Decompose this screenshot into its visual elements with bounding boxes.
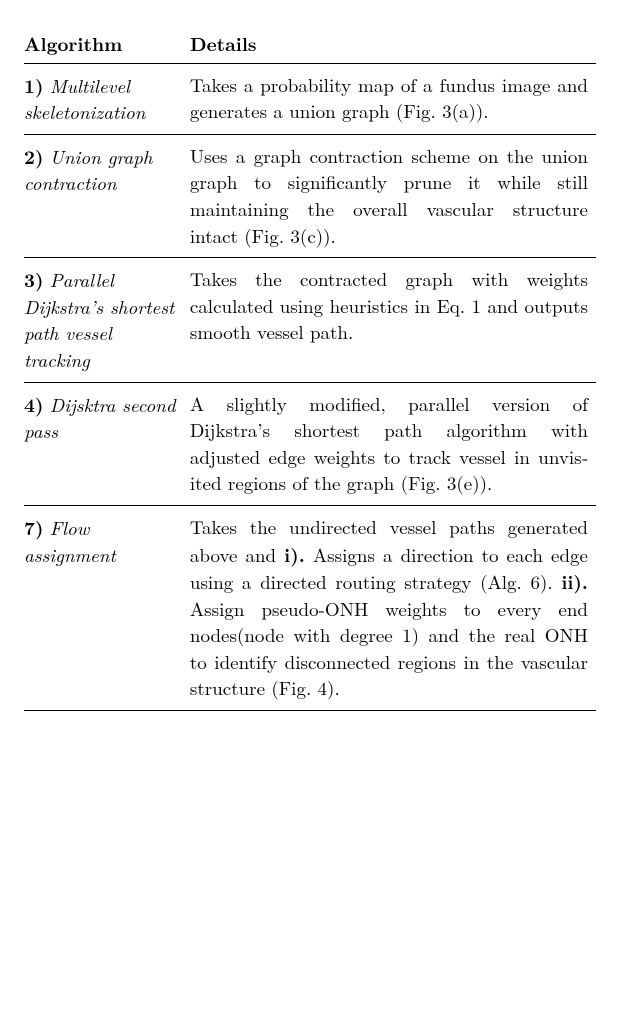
- table-row: 1) Multilevel skeletoniza­tion Takes a p…: [24, 63, 596, 134]
- algorithm-name: Parallel Dijkstra’s shortest path vessel…: [24, 266, 174, 373]
- algorithm-name: Dijsktra second pass: [24, 391, 176, 445]
- header-algorithm: Algorithm: [24, 24, 190, 63]
- algorithm-cell: 4) Dijsktra second pass: [24, 382, 190, 505]
- header-details: Details: [190, 24, 596, 63]
- algorithm-name: Multilevel skeletoniza­tion: [24, 72, 145, 126]
- algorithm-number: 3: [24, 265, 35, 293]
- algorithm-cell: 2) Union graph contraction: [24, 134, 190, 257]
- algorithm-number: 1: [24, 71, 35, 99]
- algorithm-name: Union graph contraction: [24, 143, 153, 197]
- table-body: 1) Multilevel skeletoniza­tion Takes a p…: [24, 63, 596, 710]
- table-row: 3) Parallel Dijkstra’s shortest path ves…: [24, 258, 596, 382]
- details-cell: Takes the undirected vessel paths genera…: [190, 505, 596, 710]
- table-row: 4) Dijsktra second pass A slightly modif…: [24, 382, 596, 505]
- details-cell: A slightly modified, parallel ver­sion o…: [190, 382, 596, 505]
- details-cell: Uses a graph contraction scheme on the u…: [190, 134, 596, 257]
- details-cell: Takes a probability map of a fun­dus ima…: [190, 63, 596, 134]
- table-header-row: Algorithm Details: [24, 24, 596, 63]
- algorithm-number: 4: [24, 390, 35, 418]
- algorithm-cell: 7) Flow assignment: [24, 505, 190, 710]
- table-row: 7) Flow assignment Takes the undirected …: [24, 505, 596, 710]
- algorithm-cell: 1) Multilevel skeletoniza­tion: [24, 63, 190, 134]
- algorithm-table: Algorithm Details 1) Multilevel skeleton…: [24, 24, 596, 711]
- algorithm-number: 7: [24, 513, 35, 541]
- algorithm-cell: 3) Parallel Dijkstra’s shortest path ves…: [24, 258, 190, 382]
- details-cell: Takes the contracted graph with weights …: [190, 258, 596, 382]
- table-row: 2) Union graph contraction Uses a graph …: [24, 134, 596, 257]
- algorithm-number: 2: [24, 142, 35, 170]
